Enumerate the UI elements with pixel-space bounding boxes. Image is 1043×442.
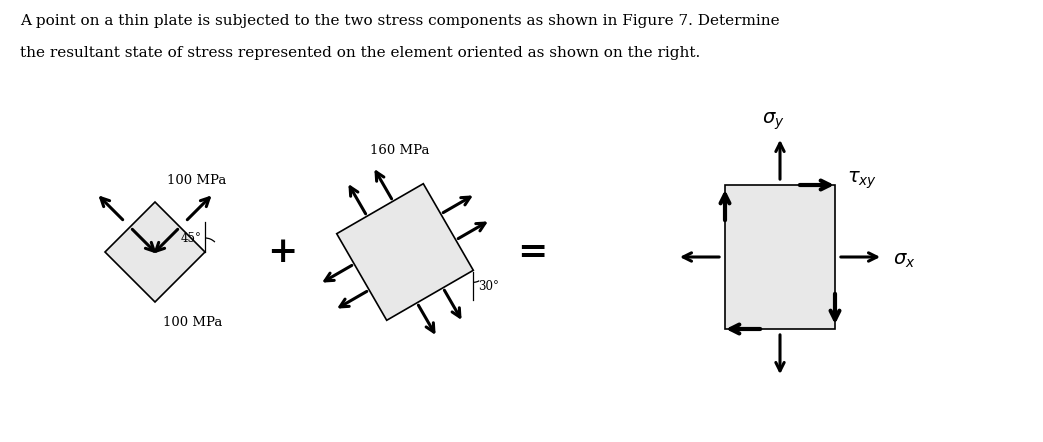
Text: 100 MPa: 100 MPa [167,174,226,187]
Text: A point on a thin plate is subjected to the two stress components as shown in Fi: A point on a thin plate is subjected to … [20,14,779,28]
Text: 30°: 30° [479,280,500,293]
Text: the resultant state of stress represented on the element oriented as shown on th: the resultant state of stress represente… [20,46,700,60]
Text: 160 MPa: 160 MPa [370,144,430,157]
Polygon shape [337,184,474,320]
Text: $\sigma_y$: $\sigma_y$ [761,110,784,132]
Text: 45°: 45° [181,232,202,245]
Text: 100 MPa: 100 MPa [164,316,223,329]
Bar [725,185,835,329]
Text: $\tau_{xy}$: $\tau_{xy}$ [847,169,877,191]
Text: +: + [267,235,297,269]
Polygon shape [105,202,205,302]
Text: =: = [517,235,548,269]
Text: $\sigma_x$: $\sigma_x$ [893,252,916,270]
